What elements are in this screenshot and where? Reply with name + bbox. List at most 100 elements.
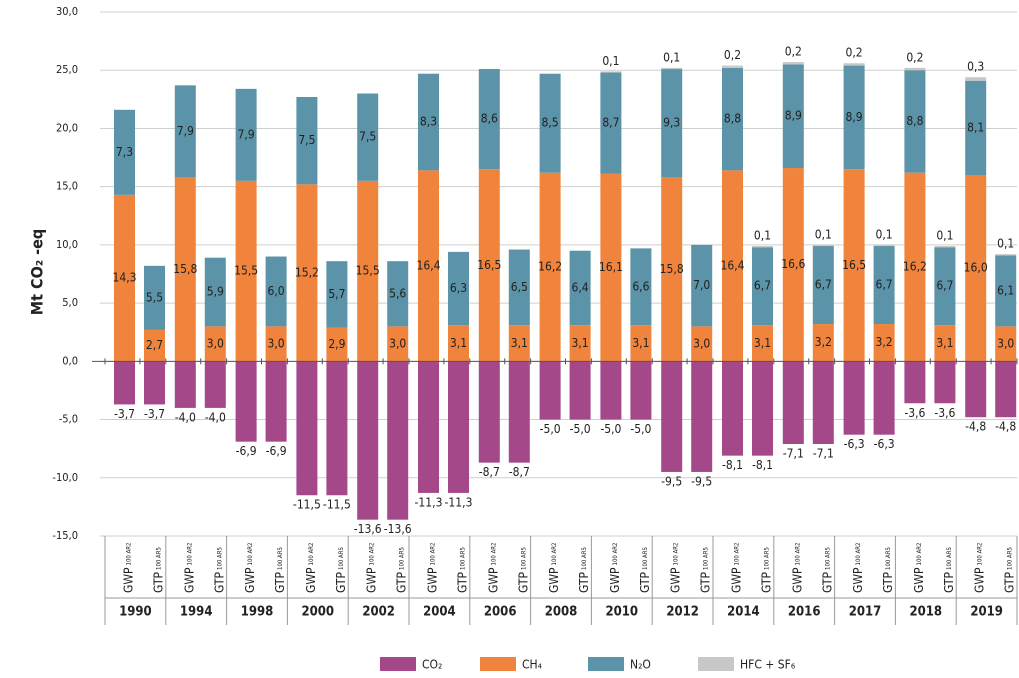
x-tick-label: GTP100 AR5 xyxy=(455,547,469,593)
data-label: 8,6 xyxy=(481,112,498,126)
data-label: 8,3 xyxy=(420,115,437,129)
x-tick-name: GTP xyxy=(759,571,773,593)
bar-segment xyxy=(934,246,956,248)
x-tick-label: GWP100 AR2 xyxy=(243,543,257,593)
x-tick-sub: 100 AR2 xyxy=(368,543,375,566)
bar-segment xyxy=(265,326,287,362)
x-tick-sub: 100 AR2 xyxy=(307,543,314,566)
x-tick-sub: 100 AR5 xyxy=(398,547,405,570)
data-label: -7,1 xyxy=(783,447,804,461)
bar-segment xyxy=(661,177,683,362)
group-label: 2010 xyxy=(606,605,639,620)
x-tick-name: GWP xyxy=(364,567,378,593)
group-label: 1994 xyxy=(180,605,213,620)
bar-segment xyxy=(357,93,379,181)
bar-segment xyxy=(114,361,135,405)
x-tick-label: GWP100 AR2 xyxy=(547,543,561,593)
data-label: 3,1 xyxy=(754,336,771,350)
bar-segment xyxy=(752,246,773,248)
x-tick-label: GTP100 AR5 xyxy=(698,547,712,593)
bar-segment xyxy=(357,180,379,362)
bar-segment xyxy=(539,361,561,420)
y-tick-label: -15,0 xyxy=(52,529,78,542)
bar-segment xyxy=(204,326,226,362)
x-tick-name: GWP xyxy=(121,567,135,593)
bar-segment xyxy=(873,361,895,435)
x-tick-name: GWP xyxy=(972,567,986,593)
data-label: -6,3 xyxy=(874,437,895,451)
bar-segment xyxy=(965,77,987,81)
bar-segment xyxy=(691,244,713,327)
bar-segment xyxy=(965,361,987,418)
data-label: 0,1 xyxy=(754,229,771,243)
x-tick-name: GWP xyxy=(243,567,257,593)
bar-segment xyxy=(448,251,469,326)
legend-swatch xyxy=(380,657,416,671)
bar-segment xyxy=(995,255,1017,327)
bar-segment xyxy=(174,85,196,178)
x-tick-name: GWP xyxy=(303,567,317,593)
bar-segment xyxy=(843,65,865,170)
bar-segment xyxy=(174,177,196,362)
data-label: 3,2 xyxy=(815,335,832,349)
data-label: 3,0 xyxy=(693,336,710,350)
bar-segment xyxy=(782,168,804,362)
bar-segment xyxy=(661,361,683,472)
x-tick-sub: 100 AR2 xyxy=(247,543,254,566)
x-tick-name: GWP xyxy=(486,567,500,593)
y-tick-label: 25,0 xyxy=(56,63,78,76)
bar-segment xyxy=(600,72,622,174)
data-label: 9,3 xyxy=(663,116,680,130)
y-tick-label: 10,0 xyxy=(56,238,78,251)
data-label: 0,1 xyxy=(602,54,619,68)
data-label: -3,7 xyxy=(144,407,165,421)
data-label: 16,1 xyxy=(599,260,623,274)
data-label: 3,0 xyxy=(389,336,406,350)
x-tick-name: GWP xyxy=(851,567,865,593)
bar-segment xyxy=(600,71,622,73)
y-tick-label: 20,0 xyxy=(56,121,78,134)
x-tick-sub: 100 AR5 xyxy=(520,547,527,570)
x-tick-sub: 100 AR2 xyxy=(733,543,740,566)
bar-segment xyxy=(812,244,834,247)
bar-segment xyxy=(600,173,622,362)
x-tick-label: GWP100 AR2 xyxy=(668,543,682,593)
x-tick-sub: 100 AR2 xyxy=(490,543,497,566)
bar-segment xyxy=(995,361,1017,418)
x-tick-label: GTP100 AR5 xyxy=(820,547,834,593)
group-label: 2000 xyxy=(302,605,335,620)
bar-segment xyxy=(661,67,683,70)
x-tick-name: GTP xyxy=(698,571,712,593)
bar-segment xyxy=(691,361,713,472)
data-label: -13,6 xyxy=(354,522,382,536)
x-tick-label: GTP100 AR5 xyxy=(333,547,347,593)
x-tick-sub: 100 AR2 xyxy=(429,543,436,566)
data-label: 6,7 xyxy=(754,279,771,293)
data-label: -11,5 xyxy=(323,498,351,512)
group-label: 1998 xyxy=(241,605,274,620)
x-tick-name: GTP xyxy=(820,571,834,593)
bar-segment xyxy=(630,248,652,326)
x-tick-name: GTP xyxy=(333,571,347,593)
data-label: 8,1 xyxy=(967,120,984,134)
data-label: 16,4 xyxy=(720,258,744,272)
group-label: 2016 xyxy=(788,605,821,620)
x-tick-sub: 100 AR5 xyxy=(216,547,223,570)
data-label: -5,0 xyxy=(570,422,591,436)
data-label: -9,5 xyxy=(661,474,682,488)
bar-segment xyxy=(843,169,865,362)
data-label: 7,9 xyxy=(177,124,194,138)
bar-segment xyxy=(478,169,500,362)
x-tick-label: GTP100 AR5 xyxy=(151,547,165,593)
x-tick-name: GWP xyxy=(790,567,804,593)
bar-segment xyxy=(873,324,895,362)
data-label: 0,1 xyxy=(876,227,893,241)
x-tick-name: GTP xyxy=(212,571,226,593)
x-tick-sub: 100 AR5 xyxy=(1006,547,1013,570)
x-tick-sub: 100 AR5 xyxy=(763,547,770,570)
x-tick-name: GWP xyxy=(729,567,743,593)
x-tick-sub: 100 AR2 xyxy=(551,543,558,566)
x-tick-sub: 100 AR5 xyxy=(702,547,709,570)
x-tick-name: GWP xyxy=(182,567,196,593)
